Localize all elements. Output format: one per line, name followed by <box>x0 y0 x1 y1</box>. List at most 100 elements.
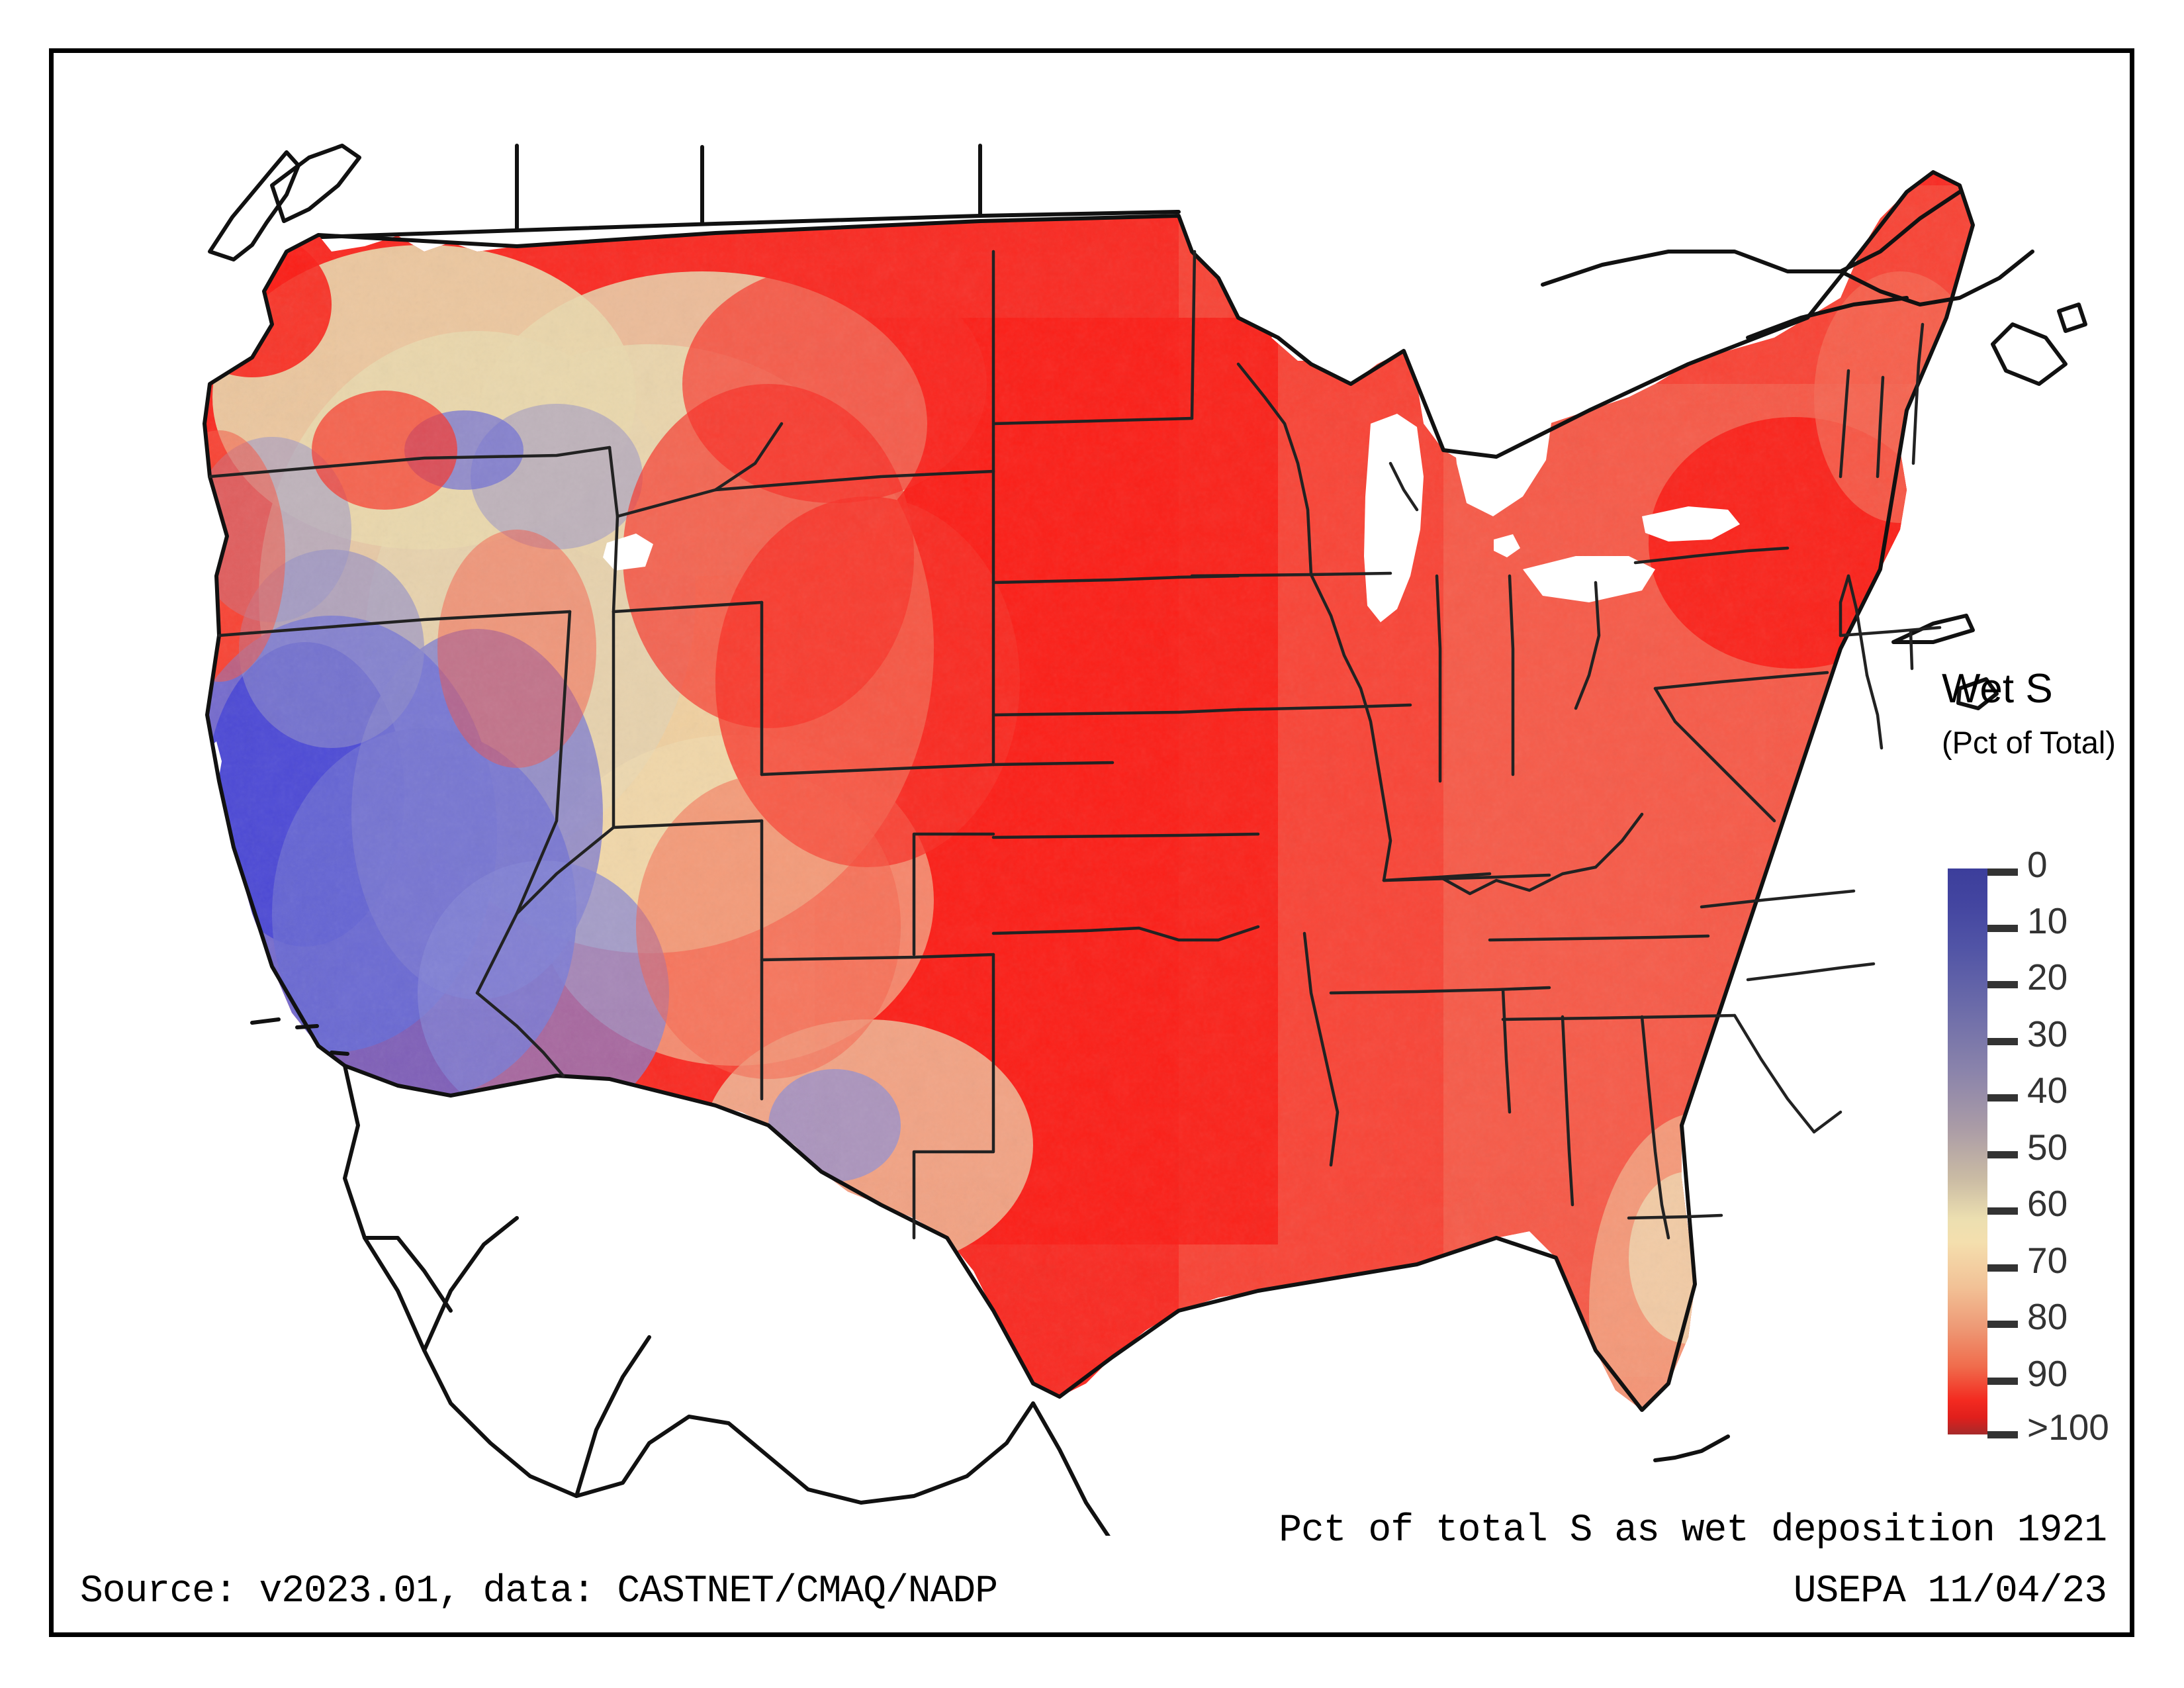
ga-fl <box>1627 1213 1723 1220</box>
legend-title: Wet S <box>1942 666 2053 712</box>
in-oh <box>1508 574 1515 776</box>
vt-nh <box>1876 375 1885 479</box>
colorbar-label-70: 70 <box>2027 1240 2068 1281</box>
mexico-interior-2 <box>574 1335 651 1498</box>
colorbar-label-60: 60 <box>2027 1183 2068 1224</box>
colorbar-label-10: 10 <box>2027 900 2068 941</box>
il-in <box>1435 574 1442 783</box>
ny-nj-pa <box>1839 574 1850 637</box>
coastline-layer <box>203 144 2087 1536</box>
map-panel <box>54 53 2130 1536</box>
colorbar-label-80: 80 <box>2027 1296 2068 1337</box>
raster-grain <box>205 172 1973 1410</box>
bc-coast <box>208 150 300 261</box>
colorbar-tick-60 <box>1987 1207 2018 1215</box>
ne-ks <box>991 708 1240 717</box>
legend-block: Wet S (Pct of Total) <box>1900 666 2130 759</box>
figure-frame: Wet S (Pct of Total) 0 10 20 30 40 50 60… <box>49 48 2134 1637</box>
lake-erie <box>1523 556 1655 602</box>
cape-breton <box>2057 303 2087 333</box>
colorbar-tick-100 <box>1987 1431 2018 1438</box>
ca-az <box>475 991 565 1078</box>
colorbar-tick-90 <box>1987 1378 2018 1385</box>
tx-la <box>1302 931 1340 1167</box>
colorbar-block: 0 10 20 30 40 50 60 70 80 90 >100 <box>1948 847 2109 1446</box>
il-ia-mo-river <box>1309 573 1392 882</box>
colorbar-label-100: >100 <box>2027 1407 2109 1448</box>
nm-tx <box>912 953 995 1240</box>
colorbar-tick-20 <box>1987 981 2018 988</box>
quebec-maritimes <box>1839 250 2034 306</box>
sd-ne <box>991 575 1181 585</box>
us-deposition-map <box>203 144 2087 1536</box>
nv-az <box>515 825 615 915</box>
lake-ontario <box>1642 506 1740 541</box>
baja-like <box>363 1236 453 1313</box>
ms-al <box>1561 1015 1574 1207</box>
ut-az <box>612 819 764 829</box>
lake-superior <box>1271 271 1543 361</box>
colorbar-label-0: 0 <box>2027 844 2048 885</box>
sd-nd <box>991 416 1194 426</box>
mt-wy <box>713 469 995 492</box>
map-title-caption: Pct of total S as wet deposition 1921 <box>1279 1509 2107 1552</box>
colorbar-tick-0 <box>1987 868 2018 876</box>
colorbar-label-20: 20 <box>2027 957 2068 998</box>
colorbar-label-50: 50 <box>2027 1127 2068 1168</box>
id-ut-nv <box>612 600 764 614</box>
deposition-raster <box>205 172 1973 1410</box>
ky-tn <box>1488 934 1710 942</box>
colorbar-tick-30 <box>1987 1038 2018 1045</box>
or-ca-nv <box>217 610 572 637</box>
nj-pa <box>1846 574 1869 677</box>
gulf-coast-mx <box>1031 1401 1111 1536</box>
ct-ri <box>1909 630 1914 671</box>
id-mt-wy <box>615 422 784 518</box>
vancouver-island <box>270 144 361 223</box>
lake-michigan <box>1364 414 1424 622</box>
co-ks-ne <box>991 761 1115 767</box>
mexico-outline <box>343 1064 1035 1505</box>
wa-or <box>208 445 612 479</box>
sc-ga-coast <box>1812 1110 1843 1134</box>
ny-vt-nh <box>1839 369 1850 479</box>
colorbar-label-30: 30 <box>2027 1013 2068 1055</box>
florida-keys <box>1653 1434 1730 1462</box>
long-island <box>1891 614 1975 644</box>
nc-sc <box>1746 962 1876 982</box>
ky-in-oh-river <box>1438 812 1644 896</box>
nh-me <box>1911 322 1925 465</box>
colorbar-tick-70 <box>1987 1264 2018 1272</box>
ga-sc <box>1733 1013 1816 1134</box>
mexico-interior-1 <box>422 1216 519 1352</box>
colorbar-tick-50 <box>1987 1151 2018 1158</box>
ma-ct-ri <box>1839 626 1942 637</box>
colorbar-label-90: 90 <box>2027 1353 2068 1394</box>
co-nm <box>760 953 995 962</box>
ar-la <box>1329 986 1551 995</box>
nova-scotia <box>1991 322 2068 386</box>
wi-mi <box>1388 461 1419 512</box>
mn-ia <box>1190 573 1313 578</box>
lake-huron <box>1450 381 1553 516</box>
wi-il <box>1309 571 1392 577</box>
wy-co <box>760 763 995 776</box>
colorbar-label-40: 40 <box>2027 1070 2068 1111</box>
ontario-quebec-coast <box>1541 190 1962 287</box>
tx-ok-panhandle <box>912 832 995 957</box>
colorbar-tick-10 <box>1987 925 2018 932</box>
mn-wi <box>1236 362 1313 577</box>
lake-stclair <box>1494 534 1520 557</box>
nd-mn <box>1190 250 1197 420</box>
source-caption: Source: v2023.01, data: CASTNET/CMAQ/NAD… <box>80 1570 998 1613</box>
tn-ms-al-ga <box>1501 1013 1737 1021</box>
va-nc <box>1700 889 1856 909</box>
md-de <box>1865 673 1884 750</box>
stlawrence <box>1746 296 1909 340</box>
conus-outline <box>203 170 1975 1412</box>
ks-ok <box>991 832 1260 839</box>
la-ms <box>1501 988 1512 1114</box>
colorbar-gradient <box>1948 868 1987 1434</box>
channel-islands <box>250 1017 349 1056</box>
canada-border-top <box>320 210 1181 239</box>
